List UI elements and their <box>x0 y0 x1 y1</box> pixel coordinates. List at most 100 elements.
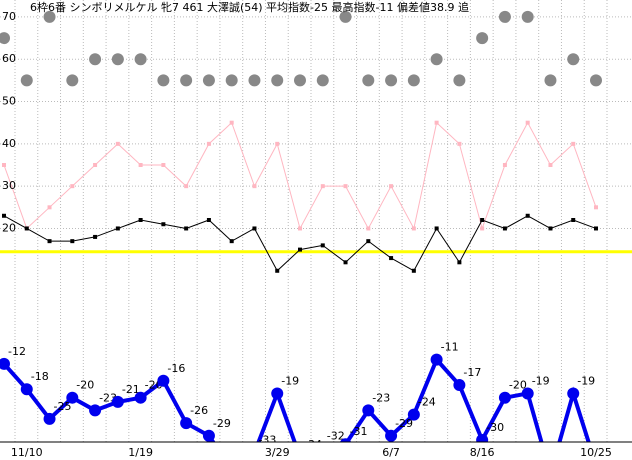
gray-dot <box>407 74 420 87</box>
main-point <box>202 429 215 442</box>
value-label: -23 <box>372 391 390 404</box>
gray-dot <box>476 32 489 45</box>
point <box>298 226 302 231</box>
point <box>320 184 325 189</box>
value-label: -33 <box>258 434 276 447</box>
value-label: -19 <box>532 374 550 387</box>
main-point <box>134 391 147 404</box>
main-point <box>89 404 102 417</box>
point <box>525 213 530 218</box>
point <box>138 163 143 167</box>
point <box>298 247 302 252</box>
gray-dot <box>111 53 124 66</box>
point <box>115 141 120 146</box>
value-label: -20 <box>509 379 527 392</box>
gray-dot <box>385 74 398 87</box>
value-label: -24 <box>418 396 436 409</box>
gray-dot <box>339 10 352 23</box>
point <box>525 120 530 125</box>
point <box>184 184 189 189</box>
point <box>366 226 371 231</box>
point <box>24 226 29 231</box>
point <box>70 239 75 244</box>
point <box>343 260 348 265</box>
gray-dot <box>225 74 238 87</box>
point <box>389 184 394 189</box>
gray-dot <box>134 53 147 66</box>
gray-dot <box>271 74 284 87</box>
gray-dot <box>453 74 466 87</box>
gray-dot <box>590 74 602 87</box>
x-tick-label: 6/7 <box>382 446 400 459</box>
gray-dot <box>430 53 443 66</box>
y-tick-label: 30 <box>2 179 16 192</box>
point <box>161 163 166 167</box>
point <box>138 218 143 222</box>
main-point <box>476 434 489 442</box>
gray-dot <box>362 74 375 87</box>
value-label: -16 <box>167 362 185 375</box>
value-label: -26 <box>190 404 208 417</box>
point <box>320 243 325 248</box>
value-label: -29 <box>213 417 231 430</box>
point <box>389 256 394 261</box>
main-point <box>362 404 375 417</box>
main-point <box>66 391 79 404</box>
value-label: -31 <box>350 425 368 438</box>
y-tick-label: 20 <box>2 221 16 234</box>
y-tick-label: 70 <box>2 10 16 23</box>
point <box>252 184 257 189</box>
point <box>457 141 462 146</box>
point <box>457 260 462 265</box>
main-point <box>111 395 124 408</box>
main-point <box>20 383 33 396</box>
main-point <box>521 387 534 400</box>
point <box>594 205 598 210</box>
value-label: -20 <box>76 379 94 392</box>
point <box>480 226 485 231</box>
value-label: -19 <box>577 374 595 387</box>
value-label: -30 <box>486 421 504 434</box>
value-label: -11 <box>441 341 459 354</box>
main-point <box>430 353 443 366</box>
main-point <box>339 438 352 442</box>
point <box>184 226 189 231</box>
point <box>434 120 439 125</box>
x-tick-label: 10/25 <box>580 446 612 459</box>
point <box>229 239 234 244</box>
point <box>115 226 120 231</box>
x-tick-label: 8/16 <box>470 446 495 459</box>
point <box>229 120 234 125</box>
main-point <box>43 412 56 425</box>
main-point <box>385 429 398 442</box>
value-label: -34 <box>304 438 322 451</box>
gray-dot <box>544 74 557 87</box>
main-point <box>180 417 193 430</box>
point <box>93 163 98 167</box>
point <box>161 222 166 227</box>
point <box>548 226 553 231</box>
value-label: -29 <box>395 417 413 430</box>
point <box>252 226 257 231</box>
point <box>411 226 416 231</box>
value-label: -18 <box>31 370 49 383</box>
main-point <box>271 387 284 400</box>
point <box>411 268 416 273</box>
gray-dot <box>202 74 215 87</box>
value-label: -19 <box>281 374 299 387</box>
main-line <box>2 355 591 442</box>
point <box>571 218 576 222</box>
point <box>47 239 52 244</box>
gray-dot <box>294 74 306 87</box>
main-point <box>407 408 420 421</box>
main-point <box>0 357 10 370</box>
point <box>93 234 98 239</box>
value-label: -17 <box>463 366 481 379</box>
point <box>206 141 211 146</box>
gray-dot <box>66 74 79 87</box>
value-label: -21 <box>122 383 140 396</box>
value-label: -32 <box>327 429 345 442</box>
y-tick-label: 60 <box>2 52 16 65</box>
